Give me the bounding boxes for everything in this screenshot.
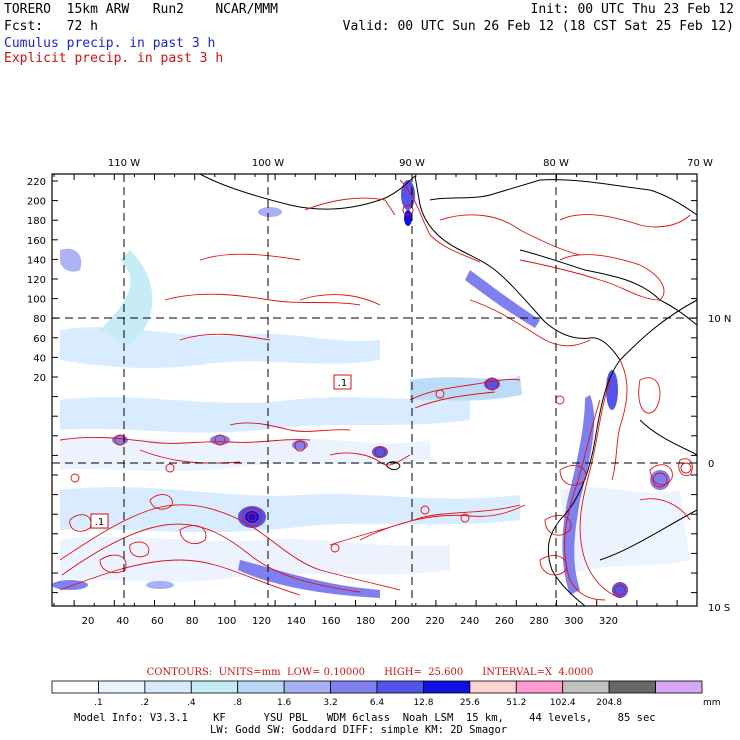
colorbar: .1 .2 .4 .8 1.6 3.2 6.4 12.8 25.6 51.2 102.4 204.8 bbox=[51, 680, 703, 708]
contour-labels: .1 .1 bbox=[90, 374, 352, 529]
axis-ticks bbox=[52, 174, 697, 606]
grid-label-x: 220 bbox=[425, 616, 444, 627]
lon-label: 80 W bbox=[543, 158, 569, 169]
colorbar-swatch bbox=[423, 680, 471, 694]
header-line2-right: Valid: 00 UTC Sun 26 Feb 12 (18 CST Sat … bbox=[342, 19, 734, 34]
colorbar-label: .1 bbox=[94, 698, 103, 708]
colorbar-swatch bbox=[283, 680, 331, 694]
colorbar-swatch bbox=[515, 680, 564, 694]
grid-label-x: 140 bbox=[287, 616, 306, 627]
explicit-precip-label: Explicit precip. in past 3 h bbox=[4, 51, 224, 66]
colorbar-unit: mm bbox=[703, 698, 721, 708]
grid-label-y: 200 bbox=[27, 197, 46, 208]
colorbar-label: 6.4 bbox=[370, 698, 385, 708]
colorbar-swatch bbox=[98, 680, 146, 694]
cumulus-precip-label: Cumulus precip. in past 3 h bbox=[4, 36, 216, 51]
colorbar-label: 3.2 bbox=[323, 698, 337, 708]
grid-label-x: 280 bbox=[530, 616, 549, 627]
grid-label-x: 240 bbox=[460, 616, 479, 627]
header-line1-right: Init: 00 UTC Thu 23 Feb 12 bbox=[530, 2, 735, 17]
colorbar-label: 51.2 bbox=[506, 698, 526, 708]
explicit-precip-contours bbox=[59, 179, 693, 601]
colorbar-label: 25.6 bbox=[460, 698, 480, 708]
model-info-line2: LW: Godd SW: Goddard DIFF: simple KM: 2D… bbox=[210, 724, 508, 736]
grid-label-y: 40 bbox=[33, 353, 46, 364]
lon-label: 90 W bbox=[399, 158, 425, 169]
lon-label: 110 W bbox=[108, 158, 140, 169]
right-lat-labels: 10 N 0 10 S bbox=[708, 314, 731, 614]
colorbar-swatch bbox=[51, 680, 99, 694]
lon-label: 70 W bbox=[687, 158, 713, 169]
lat-label: 10 S bbox=[708, 603, 730, 614]
map-frame bbox=[51, 173, 698, 607]
contours-caption: CONTOURS: UNITS=mm LOW= 0.10000 HIGH= 25… bbox=[146, 667, 594, 678]
grid-label-x: 260 bbox=[495, 616, 514, 627]
lat-label: 10 N bbox=[708, 314, 731, 325]
grid-label-y: 160 bbox=[27, 236, 46, 247]
colorbar-label: .8 bbox=[233, 698, 242, 708]
grid-label-y: 180 bbox=[27, 216, 46, 227]
contour-label: .1 bbox=[338, 378, 348, 389]
colorbar-swatch bbox=[562, 680, 610, 694]
colorbar-swatch bbox=[469, 680, 517, 694]
grid-label-y: 120 bbox=[27, 275, 46, 286]
grid-label-x: 160 bbox=[321, 616, 340, 627]
model-info-line1: Model Info: V3.3.1 KF YSU PBL WDM 6class… bbox=[74, 712, 656, 724]
cumulus-precip-shading bbox=[60, 248, 690, 583]
colorbar-swatch bbox=[144, 680, 192, 694]
colorbar-label: .4 bbox=[187, 698, 196, 708]
top-lon-labels: 110 W 100 W 90 W 80 W 70 W bbox=[108, 158, 713, 169]
grid-label-x: 60 bbox=[151, 616, 164, 627]
grid-label-x: 20 bbox=[82, 616, 95, 627]
grid-label-x: 120 bbox=[252, 616, 271, 627]
header-line1-left: TORERO 15km ARW Run2 NCAR/MMM bbox=[4, 2, 278, 17]
colorbar-swatch bbox=[330, 680, 378, 694]
grid-label-y: 80 bbox=[33, 314, 46, 325]
grid-label-x: 180 bbox=[356, 616, 375, 627]
colorbar-label: 102.4 bbox=[550, 698, 576, 708]
bottom-grid-labels: 20 40 60 80 100 120 140 160 180 200 220 240 260 280 30… bbox=[82, 616, 618, 627]
colorbar-label: 12.8 bbox=[413, 698, 433, 708]
left-grid-labels: 220 200 180 160 140 120 100 80 60 40 20 bbox=[27, 177, 46, 384]
grid-label-y: 100 bbox=[27, 295, 46, 306]
grid-label-x: 200 bbox=[391, 616, 410, 627]
header-line2-left: Fcst: 72 h bbox=[4, 19, 98, 34]
grid-label-x: 320 bbox=[599, 616, 618, 627]
coastlines bbox=[199, 174, 697, 606]
colorbar-label: 1.6 bbox=[277, 698, 292, 708]
contour-label: .1 bbox=[95, 517, 105, 528]
grid-label-x: 100 bbox=[217, 616, 236, 627]
lon-label: 100 W bbox=[252, 158, 284, 169]
latlon-grid bbox=[52, 174, 697, 606]
colorbar-swatch bbox=[237, 680, 285, 694]
colorbar-swatch bbox=[376, 680, 424, 694]
grid-label-x: 80 bbox=[186, 616, 199, 627]
grid-label-x: 300 bbox=[564, 616, 583, 627]
grid-label-x: 40 bbox=[116, 616, 129, 627]
colorbar-swatch bbox=[190, 680, 239, 694]
lat-label: 0 bbox=[708, 459, 714, 470]
grid-label-y: 140 bbox=[27, 255, 46, 266]
grid-label-y: 60 bbox=[33, 334, 46, 345]
grid-label-y: 20 bbox=[33, 373, 46, 384]
colorbar-label: .2 bbox=[141, 698, 150, 708]
colorbar-swatch bbox=[655, 680, 703, 694]
colorbar-label: 204.8 bbox=[596, 698, 622, 708]
grid-label-y: 220 bbox=[27, 177, 46, 188]
colorbar-swatch bbox=[608, 680, 656, 694]
